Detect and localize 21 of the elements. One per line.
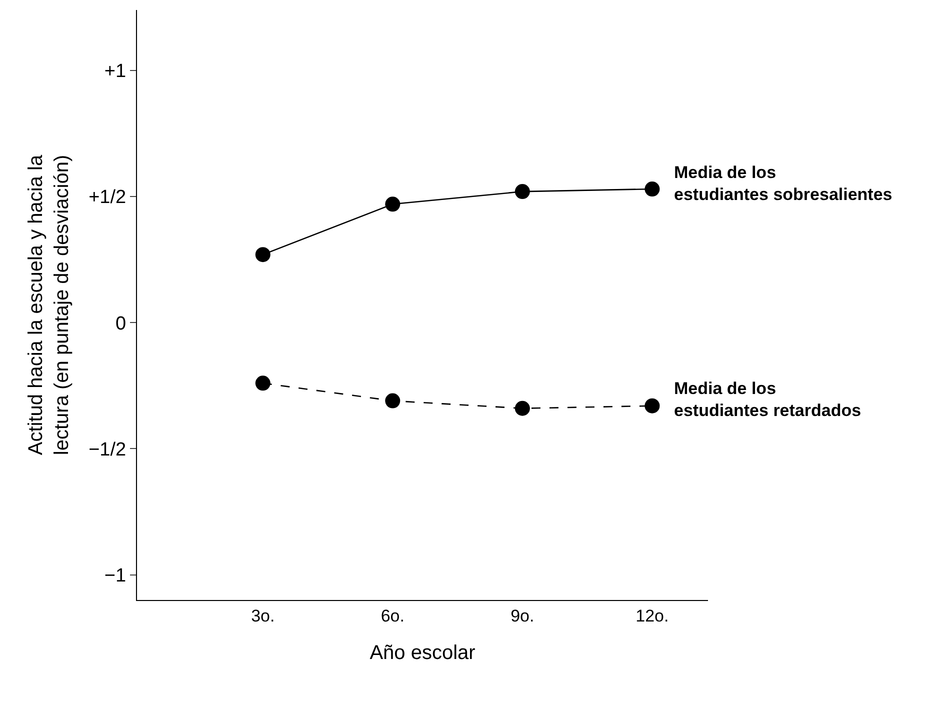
y-tick-label: 0	[116, 313, 126, 334]
point	[385, 196, 400, 212]
series-label: Media de los estudiantes sobresalientes	[674, 163, 892, 204]
series-label: Media de los estudiantes retardados	[674, 379, 862, 420]
y-axis-title: Actitud hacia la escuela y hacia la lectura (en puntaje de desviación)	[25, 154, 74, 456]
point	[644, 398, 660, 414]
x-tick-label: 9o.	[510, 606, 534, 626]
point	[514, 400, 530, 416]
x-tick-label: 12o.	[636, 606, 669, 626]
point	[644, 182, 660, 197]
x-tick-label: 3o.	[251, 606, 275, 626]
point	[514, 184, 530, 200]
point	[385, 393, 400, 408]
x-axis-title: Año escolar	[370, 642, 476, 664]
y-tick-label: +1	[104, 61, 126, 82]
y-tick-label: −1	[104, 565, 126, 586]
y-tick-label: +1/2	[88, 187, 126, 208]
point	[255, 376, 270, 391]
point	[255, 247, 270, 262]
x-tick-label: 6o.	[380, 606, 404, 626]
y-tick-label: −1/2	[88, 439, 126, 460]
